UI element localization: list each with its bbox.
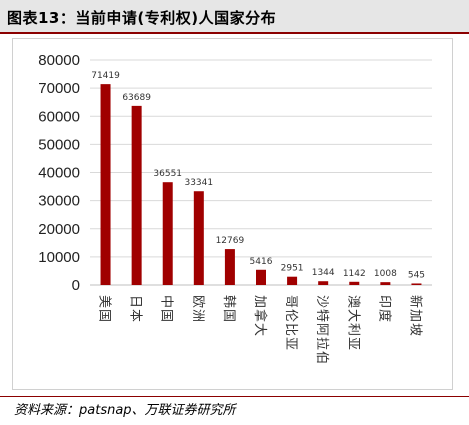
data-label: 1142: [343, 269, 366, 279]
bar: [411, 283, 422, 285]
y-tick-label: 70000: [38, 80, 80, 97]
data-label: 5416: [250, 257, 273, 267]
bar: [256, 269, 266, 285]
figure-title: 图表13：当前申请(专利权)人国家分布: [7, 9, 277, 27]
x-tick-label: 印度: [376, 295, 392, 322]
bar: [224, 249, 235, 285]
bar: [162, 182, 173, 285]
y-tick-label: 0: [72, 277, 80, 294]
x-tick-label: 澳大利亚: [345, 295, 361, 350]
data-label: 12769: [216, 236, 245, 246]
source-note: 资料来源：patsnap、万联证券研究所: [14, 403, 236, 418]
bar: [131, 105, 142, 285]
data-label: 545: [408, 270, 425, 280]
x-tick-label: 美国: [97, 295, 112, 322]
source-divider: [0, 396, 469, 397]
bar: [349, 281, 360, 285]
x-tick-label: 哥伦比亚: [283, 295, 298, 350]
x-tick-label: 日本: [128, 295, 143, 322]
x-tick-label: 沙特阿拉伯: [314, 295, 329, 364]
y-tick-label: 60000: [38, 108, 80, 125]
y-tick-label: 80000: [38, 52, 80, 69]
x-tick-label: 欧洲: [190, 295, 205, 322]
y-tick-label: 50000: [38, 136, 80, 153]
chart-panel: [12, 38, 453, 390]
bar: [287, 276, 298, 285]
bar: [380, 282, 391, 285]
y-tick-label: 20000: [38, 221, 80, 238]
x-tick-label: 新加坡: [407, 295, 423, 336]
title-bar: 图表13：当前申请(专利权)人国家分布: [0, 0, 469, 34]
data-label: 63689: [122, 93, 151, 103]
data-label: 33341: [184, 178, 213, 188]
x-tick-label: 加拿大: [252, 295, 268, 336]
y-tick-label: 10000: [38, 249, 80, 266]
data-label: 36551: [153, 169, 182, 179]
data-label: 71419: [91, 71, 120, 81]
x-tick-label: 韩国: [221, 295, 236, 322]
data-label: 1008: [374, 269, 397, 279]
bar: [318, 281, 329, 285]
data-label: 1344: [312, 268, 335, 278]
y-tick-label: 40000: [38, 165, 80, 182]
data-label: 2951: [281, 264, 304, 274]
x-tick-label: 中国: [159, 295, 174, 322]
bar: [100, 84, 111, 285]
y-tick-label: 30000: [38, 193, 80, 210]
bar: [193, 191, 204, 285]
